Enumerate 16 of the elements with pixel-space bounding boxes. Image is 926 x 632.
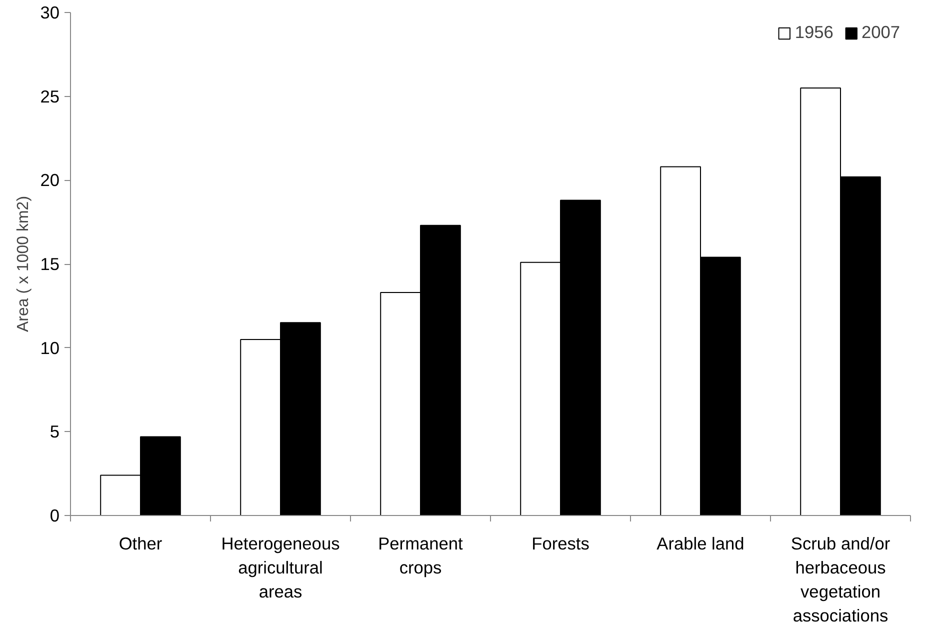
y-tick-label: 25	[40, 86, 60, 106]
x-tick-label: Heterogeneous agricultural areas	[221, 534, 340, 602]
legend-label: 2007	[861, 22, 900, 43]
x-tick-label: Permanent crops	[378, 534, 464, 578]
legend-label: 1956	[794, 22, 834, 43]
y-tick-label: 5	[50, 422, 60, 442]
x-tick-label: Other	[118, 534, 162, 554]
y-tick-label: 30	[40, 2, 60, 22]
x-tick-label: Forests	[532, 534, 590, 554]
y-axis-title: Area ( x 1000 km2)	[15, 196, 32, 332]
y-tick-label: 10	[40, 338, 60, 358]
x-tick-label: Arable land	[656, 534, 744, 554]
y-tick-label: 20	[40, 170, 60, 190]
y-tick-label: 15	[40, 254, 60, 274]
y-tick-label: 0	[50, 506, 60, 526]
x-tick-label: Scrub and/or herbaceous vegetation associations	[790, 534, 890, 626]
